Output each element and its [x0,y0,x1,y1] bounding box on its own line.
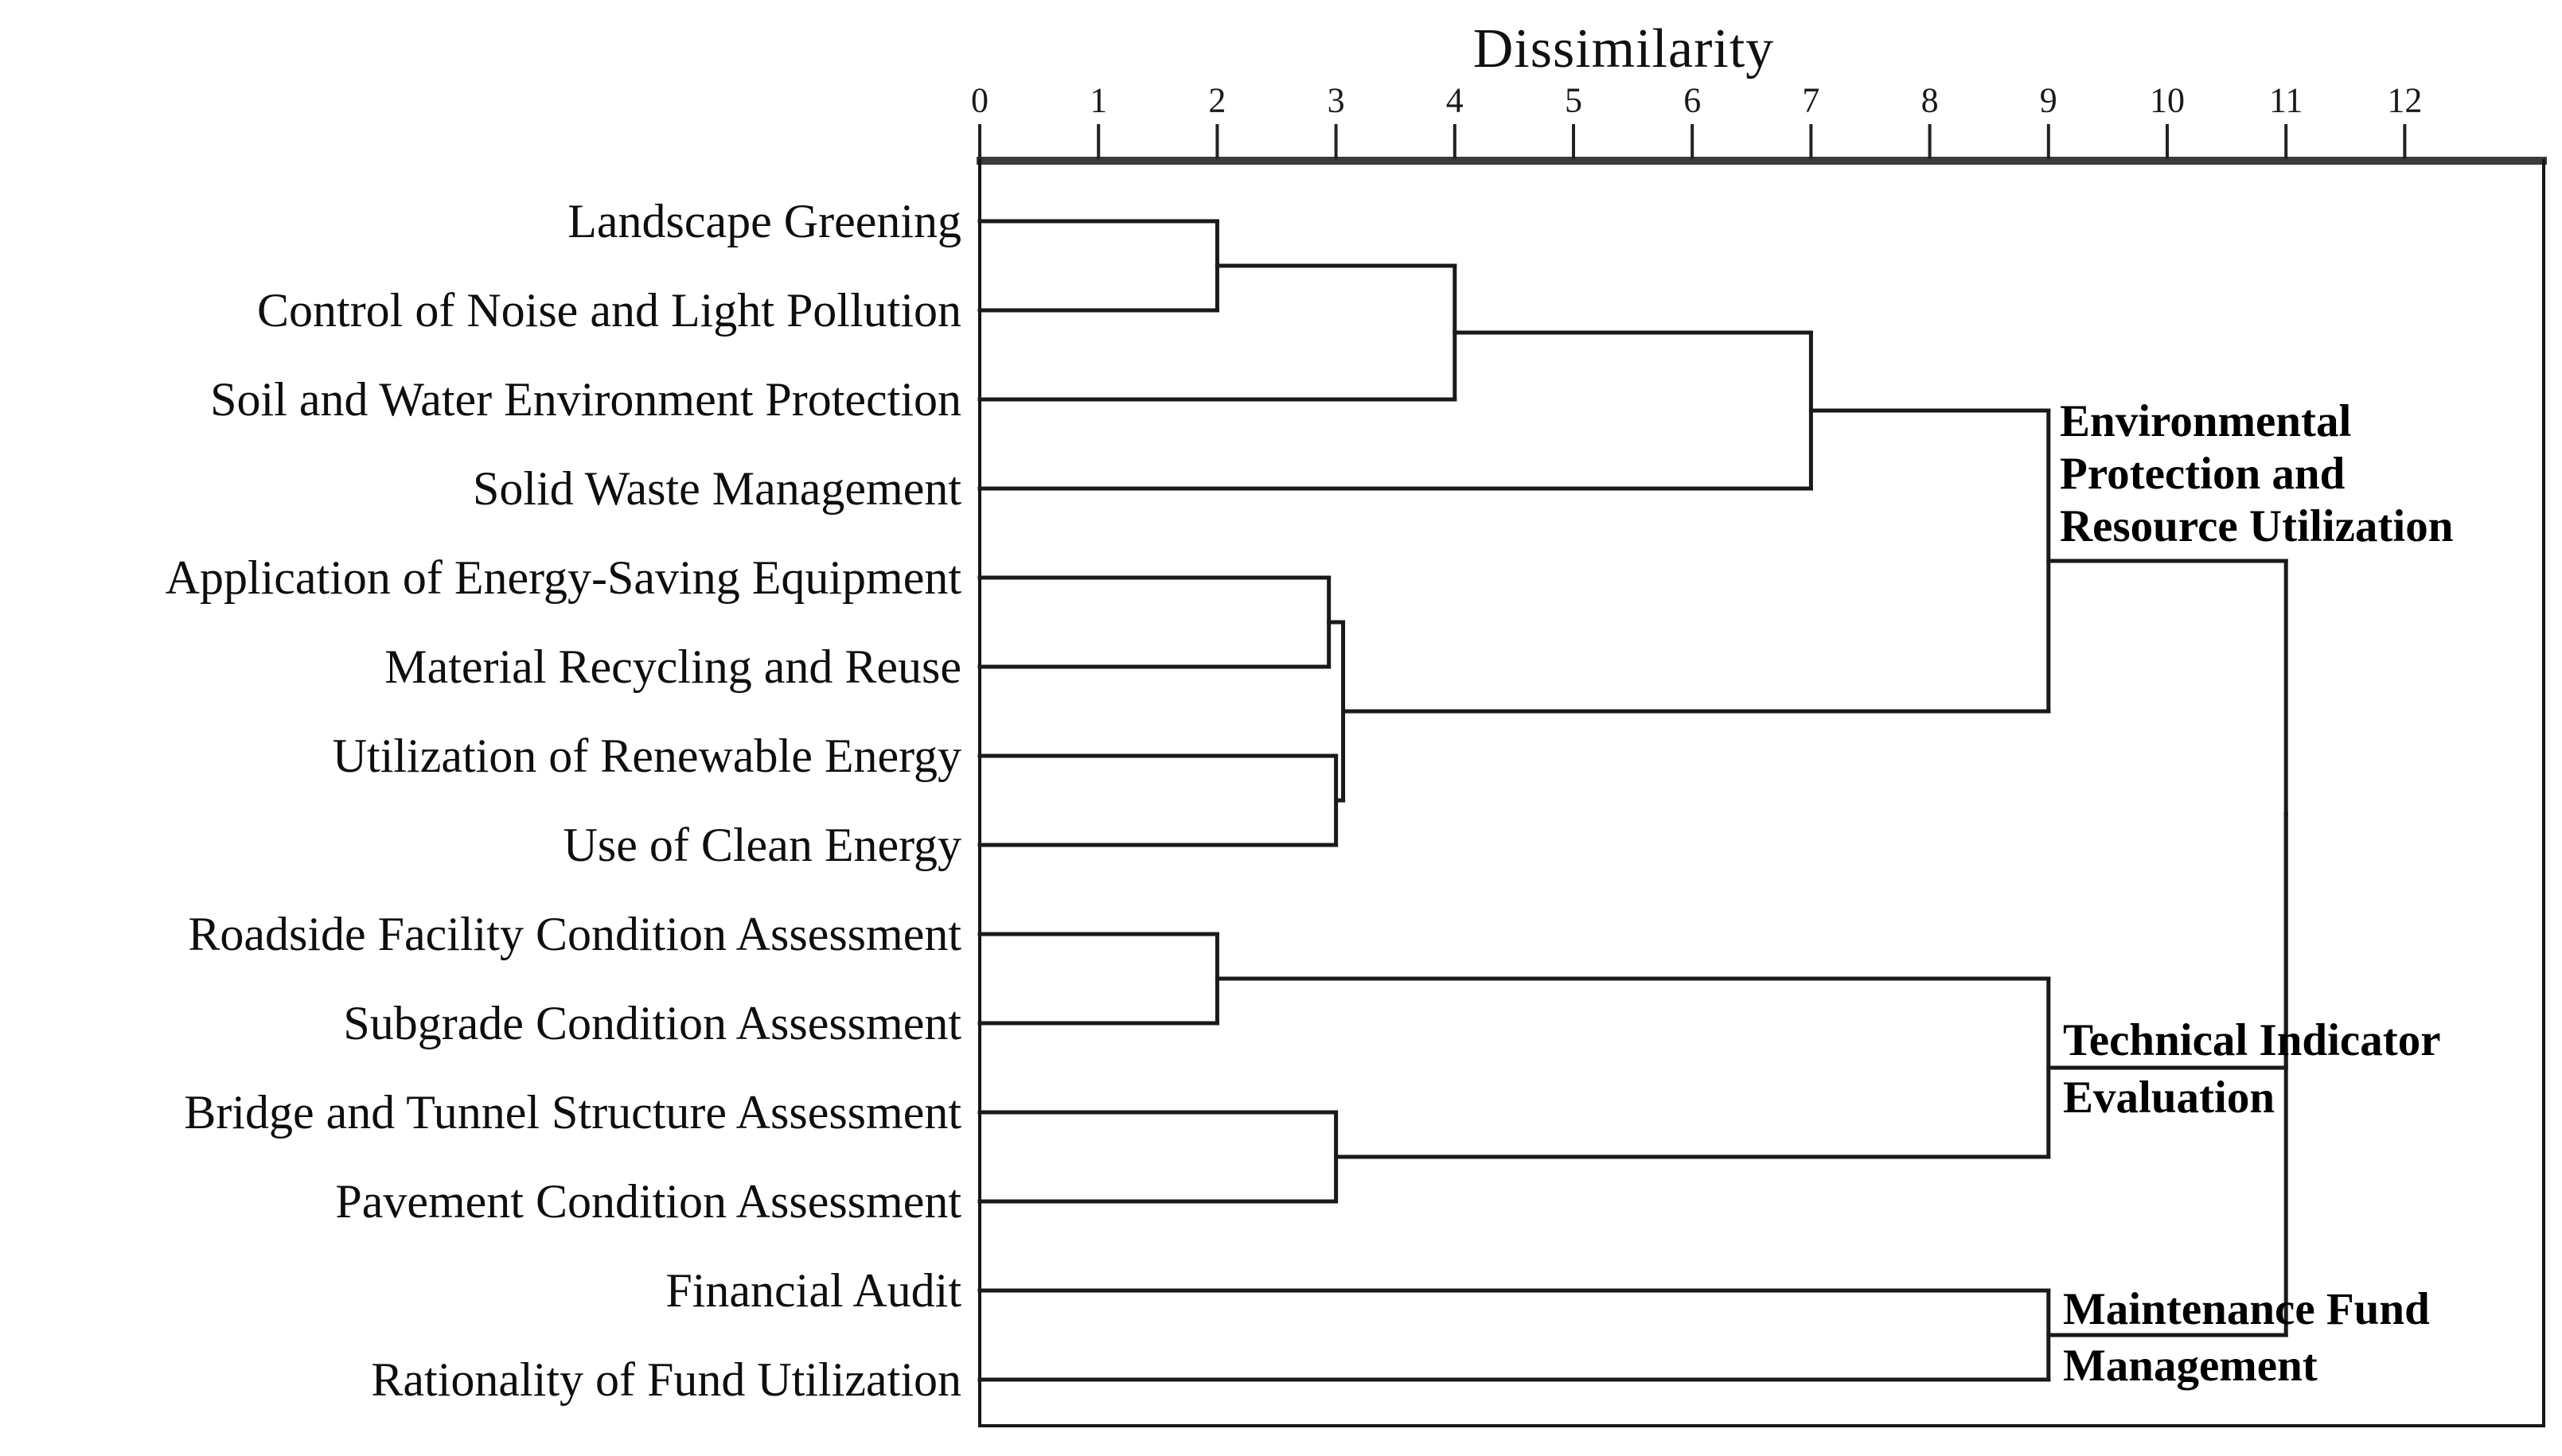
tick-label: 9 [2039,80,2057,120]
tick-label: 5 [1565,80,1582,120]
tick-label: 1 [1090,80,1108,120]
leaf-label: Solid Waste Management [473,462,961,515]
tick-label: 10 [2150,80,2185,120]
tick-label: 4 [1445,80,1464,120]
tick-label: 3 [1327,80,1345,120]
cluster-label-line: Environmental [2060,396,2352,446]
plot-border [978,159,2545,1427]
leaf-label: Control of Noise and Light Pollution [257,284,961,337]
axis-tick-marks [978,124,2407,159]
cluster-label-line: Evaluation [2063,1073,2275,1123]
tick-label: 2 [1208,80,1226,120]
tick-label: 7 [1802,80,1820,120]
tick-label: 12 [2387,80,2423,120]
cluster-label-line: Resource Utilization [2060,501,2454,551]
cluster-label-maintenance-fund-management: Maintenance Fund Management [2063,1281,2430,1394]
leaf-label: Material Recycling and Reuse [384,640,961,693]
cluster-label-line: Maintenance Fund [2063,1284,2430,1334]
leaf-label: Bridge and Tunnel Structure Assessment [184,1086,961,1139]
tick-label: 11 [2269,80,2303,120]
axis-title: Dissimilarity [1472,18,1775,80]
leaf-label: Roadside Facility Condition Assessment [188,908,961,960]
tick-label: 6 [1683,80,1702,120]
leaf-label: Soil and Water Environment Protection [210,373,961,426]
axis-bar [977,157,2547,165]
leaf-label: Financial Audit [665,1264,961,1317]
dendrogram-lines [977,219,2288,1382]
tick-label: 0 [971,80,989,120]
leaf-label: Pavement Condition Assessment [335,1175,961,1228]
tick-label: 8 [1921,80,1939,120]
cluster-label-environmental-protection-and-resource-utilization: Environmental Protection and Resource Ut… [2060,395,2453,553]
cluster-label-technical-indicator-evaluation: Technical Indicator Evaluation [2063,1012,2441,1127]
leaf-label: Application of Energy-Saving Equipment [165,551,961,604]
leaf-label: Utilization of Renewable Energy [332,730,961,782]
leaf-label: Landscape Greening [567,195,961,247]
cluster-label-line: Protection and [2060,449,2346,499]
leaf-label: Rationality of Fund Utilization [371,1353,961,1406]
cluster-label-line: Technical Indicator [2063,1015,2441,1065]
leaf-label: Use of Clean Energy [563,819,961,871]
leaf-label: Subgrade Condition Assessment [343,997,961,1049]
cluster-label-line: Management [2063,1341,2318,1391]
